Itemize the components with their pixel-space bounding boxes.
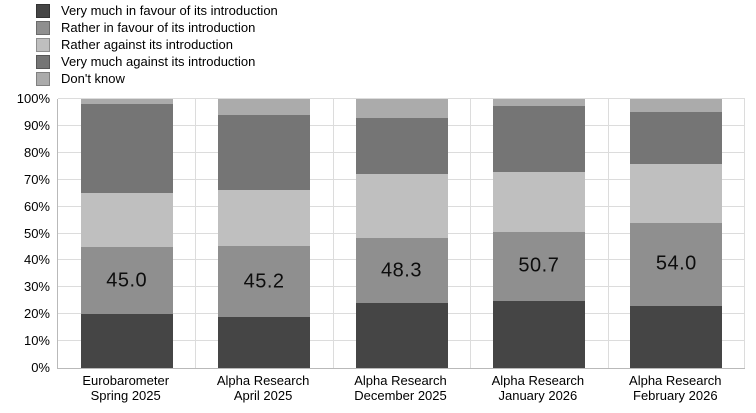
vertical-gridline: [195, 99, 197, 368]
bar-value-label: 45.2: [243, 270, 285, 293]
bar-segment-very-much-against-its-introduction: [630, 112, 723, 164]
stacked-bar: 54.0: [630, 99, 723, 368]
bar-segment-very-much-against-its-introduction: [218, 115, 311, 191]
horizontal-gridline: [58, 98, 745, 99]
legend-label: Very much in favour of its introduction: [61, 3, 278, 18]
x-axis-category-label: Alpha Research February 2026: [607, 373, 744, 403]
vertical-gridline: [332, 99, 334, 368]
stacked-bar: 50.7: [492, 99, 585, 368]
vertical-gridline: [470, 99, 472, 368]
legend-item: Don't know: [36, 71, 278, 87]
bar-segment-very-much-against-its-introduction: [80, 104, 173, 194]
bar-value-label: 45.0: [106, 269, 148, 292]
category-label-line1: Alpha Research: [216, 373, 310, 388]
category-label-line1: Alpha Research: [491, 373, 585, 388]
bar-segment-rather-in-favour-of-its-introduction: [80, 246, 173, 315]
vertical-gridline: [607, 99, 609, 368]
bar-value-label: 54.0: [655, 252, 697, 275]
bar-segment-rather-against-its-introduction: [492, 171, 585, 232]
y-axis-tick-label: 100%: [16, 91, 50, 106]
bar-segment-very-much-in-favour-of-its-introduction: [630, 306, 723, 368]
stacked-bar: 45.2: [218, 99, 311, 368]
y-axis-tick-label: 0%: [31, 360, 50, 375]
legend-label: Rather against its introduction: [61, 37, 233, 52]
category-label-line1: Eurobarometer: [82, 373, 170, 388]
bar-segment-very-much-in-favour-of-its-introduction: [355, 303, 448, 368]
legend-label: Very much against its introduction: [61, 54, 256, 69]
bar-segment-rather-against-its-introduction: [355, 174, 448, 239]
vertical-gridline: [744, 99, 745, 368]
bar-segment-rather-in-favour-of-its-introduction: [492, 231, 585, 301]
legend-swatch-icon: [36, 21, 50, 35]
category-label-line2: Spring 2025: [90, 388, 161, 403]
y-axis-tick-label: 20%: [23, 306, 50, 322]
bar-segment-don-t-know: [630, 99, 723, 113]
bar-segment-rather-in-favour-of-its-introduction: [355, 238, 448, 304]
category-label-line1: Alpha Research: [354, 373, 447, 388]
legend-swatch-icon: [36, 4, 50, 18]
bar-value-label: 50.7: [518, 254, 560, 277]
category-label-line2: January 2026: [498, 388, 578, 403]
y-axis-tick-label: 10%: [23, 333, 50, 349]
bar-segment-don-t-know: [355, 99, 448, 118]
legend-swatch-icon: [36, 72, 50, 86]
bar-segment-don-t-know: [80, 99, 173, 105]
bar-segment-rather-in-favour-of-its-introduction: [630, 222, 723, 307]
legend-swatch-icon: [36, 55, 50, 69]
category-label-line2: April 2025: [233, 388, 293, 403]
y-axis-tick-label: 90%: [23, 117, 50, 133]
bar-segment-don-t-know: [218, 99, 311, 116]
y-axis-tick-label: 80%: [23, 144, 50, 160]
bar-segment-don-t-know: [492, 99, 585, 106]
bar-segment-rather-against-its-introduction: [630, 163, 723, 223]
y-axis-tick-label: 70%: [23, 171, 50, 187]
y-axis-tick-label: 60%: [23, 198, 50, 214]
bar-value-label: 48.3: [381, 259, 422, 282]
chart-legend: Very much in favour of its introduction R…: [36, 3, 278, 87]
bar-segment-very-much-against-its-introduction: [492, 105, 585, 172]
x-axis-category-label: Eurobarometer Spring 2025: [57, 373, 194, 403]
stacked-bar: 45.0: [80, 99, 173, 368]
category-label-line2: December 2025: [354, 388, 447, 403]
bar-segment-very-much-in-favour-of-its-introduction: [492, 300, 585, 368]
legend-item: Rather in favour of its introduction: [36, 20, 278, 36]
legend-item: Very much against its introduction: [36, 54, 278, 70]
y-axis-tick-label: 40%: [23, 252, 50, 268]
bar-segment-very-much-in-favour-of-its-introduction: [218, 316, 311, 368]
category-label-line2: February 2026: [633, 388, 718, 403]
x-axis-category-label: Alpha Research December 2025: [332, 373, 469, 403]
bar-segment-rather-in-favour-of-its-introduction: [218, 246, 311, 317]
bar-segment-very-much-in-favour-of-its-introduction: [80, 314, 173, 368]
category-label-line1: Alpha Research: [629, 373, 722, 388]
legend-item: Rather against its introduction: [36, 37, 278, 53]
plot-area: 45.0 45.2 48.3 50.7 54.0: [57, 98, 745, 369]
legend-label: Don't know: [61, 71, 125, 86]
legend-item: Very much in favour of its introduction: [36, 3, 278, 19]
y-axis-tick-label: 50%: [23, 225, 50, 241]
bar-segment-rather-against-its-introduction: [218, 190, 311, 247]
legend-swatch-icon: [36, 38, 50, 52]
x-axis-category-label: Alpha Research January 2026: [469, 373, 606, 403]
x-axis-category-label: Alpha Research April 2025: [194, 373, 331, 403]
legend-label: Rather in favour of its introduction: [61, 20, 256, 35]
bar-segment-rather-against-its-introduction: [80, 193, 173, 247]
bar-segment-very-much-against-its-introduction: [355, 117, 448, 175]
stacked-bar: 48.3: [355, 99, 448, 368]
y-axis-tick-label: 30%: [23, 279, 50, 295]
